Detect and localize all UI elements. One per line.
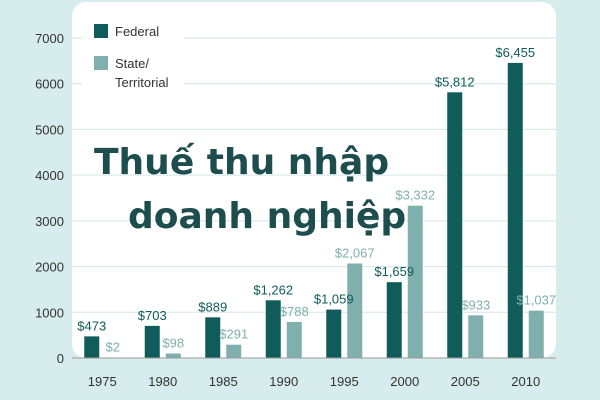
x-tick-label: 1985	[209, 374, 238, 389]
data-label-state-2000: $3,332	[395, 188, 435, 203]
bar-state-1995	[347, 263, 363, 358]
data-label-federal-1975: $473	[77, 318, 106, 333]
data-label-state-2010: $1,037	[516, 293, 556, 308]
data-label-state-1990: $788	[280, 304, 309, 319]
bar-state-2005	[468, 315, 484, 358]
y-tick-label: 3000	[35, 214, 64, 229]
bar-federal-2000	[386, 282, 402, 358]
bars	[84, 62, 544, 359]
bar-state-2010	[528, 310, 544, 358]
data-label-federal-1995: $1,059	[314, 292, 354, 307]
data-label-federal-2005: $5,812	[435, 74, 475, 89]
data-label-state-1995: $2,067	[335, 246, 375, 261]
bar-federal-2010	[507, 62, 523, 359]
data-label-federal-1985: $889	[198, 299, 227, 314]
data-label-state-1980: $98	[162, 336, 184, 351]
data-labels: $473$2 $703 $98 $889 $291 $1,262 $788 $1,059 $2,…	[77, 45, 556, 355]
bar-state-1990	[286, 321, 302, 358]
data-label-federal-2000: $1,659	[374, 264, 414, 279]
grid-lines	[72, 37, 556, 313]
bar-federal-2005	[447, 92, 463, 359]
x-tick-label: 1995	[330, 374, 359, 389]
legend-swatch-state	[94, 56, 108, 70]
bar-state-2000	[407, 205, 423, 358]
bar-federal-1985	[205, 317, 221, 358]
legend-label-federal: Federal	[115, 24, 159, 39]
x-tick-label: 2010	[511, 374, 540, 389]
plot-area	[72, 2, 556, 358]
data-label-federal-1980: $703	[138, 308, 167, 323]
y-tick-label: 5000	[35, 122, 64, 137]
overlay-title-line2: doanh nghiệp	[128, 196, 406, 237]
y-tick-label: 4000	[35, 168, 64, 183]
x-axis: 1975 1980 1985 1990 1995 2000 2005 2010	[72, 357, 556, 389]
data-label-state-2005: $933	[461, 297, 490, 312]
bar-federal-1990	[265, 300, 281, 358]
y-tick-label: 0	[57, 351, 64, 366]
data-label-state-1985: $291	[219, 327, 248, 342]
data-label-federal-1990: $1,262	[253, 282, 293, 297]
legend-label-state-line1: State/	[115, 56, 149, 71]
overlay-title-line1: Thuế thu nhập	[94, 142, 389, 183]
x-tick-label: 2000	[390, 374, 419, 389]
x-tick-label: 2005	[451, 374, 480, 389]
bar-federal-1975	[84, 336, 100, 358]
x-tick-label: 1990	[269, 374, 298, 389]
bar-state-1980	[165, 353, 181, 358]
legend-label-state-line2: Territorial	[115, 75, 169, 90]
y-tick-label: 1000	[35, 305, 64, 320]
bar-federal-1980	[144, 325, 160, 358]
y-tick-label: 7000	[35, 31, 64, 46]
bar-state-1985	[226, 344, 242, 358]
y-tick-label: 2000	[35, 260, 64, 275]
data-label-state-1975: $2	[106, 340, 120, 355]
x-tick-label: 1980	[148, 374, 177, 389]
y-axis: 0 1000 2000 3000 4000 5000 6000 7000	[35, 31, 64, 366]
legend-swatch-federal	[94, 24, 108, 38]
legend: Federal State/ Territorial	[82, 2, 184, 100]
data-label-federal-2010: $6,455	[495, 45, 535, 60]
y-tick-label: 6000	[35, 77, 64, 92]
x-tick-label: 1975	[88, 374, 117, 389]
bar-federal-1995	[326, 309, 342, 358]
